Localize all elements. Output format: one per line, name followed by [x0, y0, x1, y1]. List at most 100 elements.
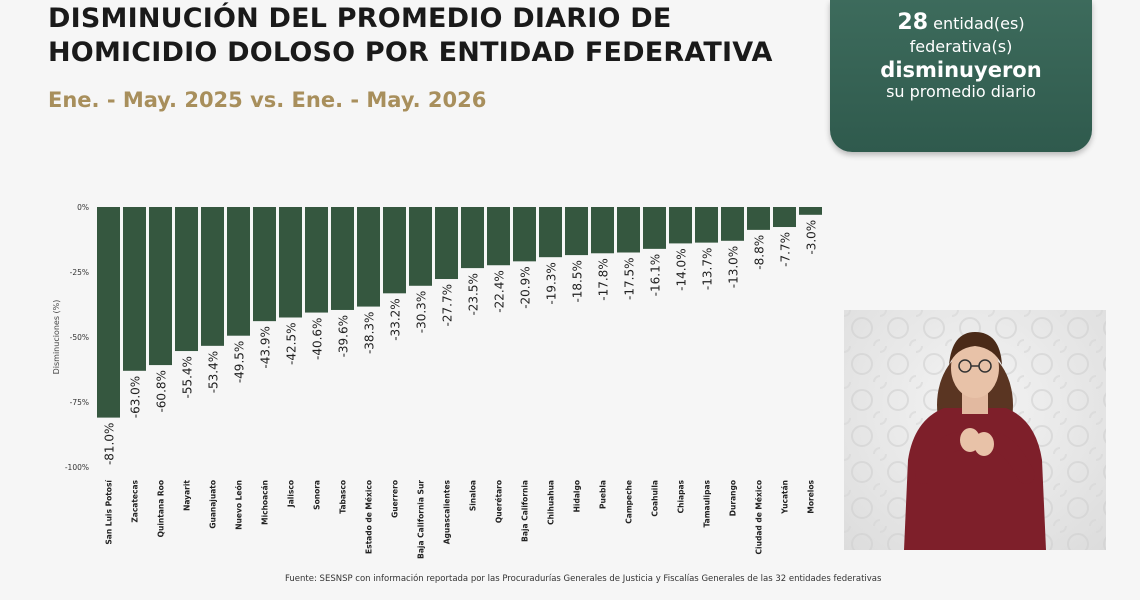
bar [643, 207, 666, 249]
value-label: -19.3% [545, 262, 559, 304]
value-label: -3.0% [805, 220, 819, 255]
value-label: -7.7% [779, 232, 793, 267]
y-tick-label: -100% [65, 463, 89, 472]
bar [513, 207, 536, 262]
value-label: -81.0% [103, 423, 117, 465]
title-line-2: HOMICIDIO DOLOSO POR ENTIDAD FEDERATIVA [48, 37, 773, 68]
bar [799, 207, 822, 215]
category-label: Campeche [625, 480, 634, 524]
bar [97, 207, 120, 418]
category-label: Querétaro [495, 480, 504, 523]
y-axis-label: Disminuciones (%) [52, 300, 61, 375]
bar [279, 207, 302, 318]
category-label: Quintana Roo [157, 480, 166, 537]
value-label: -13.7% [701, 248, 715, 290]
bar [591, 207, 614, 254]
category-label: Chihuahua [547, 480, 556, 525]
bar [409, 207, 432, 286]
value-label: -16.1% [649, 254, 663, 296]
category-label: Chiapas [677, 479, 686, 513]
value-label: -23.5% [467, 273, 481, 315]
sign-language-interpreter-video [844, 310, 1106, 550]
page-title: DISMINUCIÓN DEL PROMEDIO DIARIO DE HOMIC… [48, 2, 828, 70]
category-label: San Luis Potosí [105, 480, 114, 545]
value-label: -27.7% [441, 284, 455, 326]
value-label: -42.5% [285, 323, 299, 365]
bar [253, 207, 276, 322]
value-label: -60.8% [155, 370, 169, 412]
value-label: -20.9% [519, 266, 533, 308]
bar [383, 207, 406, 294]
bar [149, 207, 172, 366]
bar [461, 207, 484, 269]
callout-count: 28 [897, 10, 929, 35]
interpreter-figure-icon [844, 310, 1106, 550]
bar [435, 207, 458, 280]
category-label: Sonora [313, 480, 322, 510]
callout-line-4: su promedio diario [886, 82, 1036, 101]
category-label: Yucatán [781, 480, 790, 515]
value-label: -30.3% [415, 291, 429, 333]
category-label: Baja California Sur [417, 480, 426, 559]
callout-line-2: federativa(s) [909, 37, 1013, 56]
y-tick-label: -50% [70, 333, 89, 342]
source-note: Fuente: SESNSP con información reportada… [285, 574, 882, 584]
bar [201, 207, 224, 346]
value-label: -33.2% [389, 298, 403, 340]
summary-callout: 28 entidad(es) federativa(s) disminuyero… [830, 0, 1092, 152]
bar [669, 207, 692, 244]
value-label: -40.6% [311, 318, 325, 360]
bar [617, 207, 640, 253]
category-label: Nuevo León [235, 480, 244, 530]
bar [721, 207, 744, 241]
category-label: Sinaloa [469, 480, 478, 511]
callout-line-1-rest: entidad(es) [928, 14, 1025, 33]
category-label: Jalisco [287, 480, 296, 508]
value-label: -53.4% [207, 351, 221, 393]
title-line-1: DISMINUCIÓN DEL PROMEDIO DIARIO DE [48, 3, 672, 34]
category-label: Guanajuato [209, 480, 218, 529]
category-label: Tabasco [339, 480, 348, 514]
bar [331, 207, 354, 310]
bar [123, 207, 146, 371]
bar [357, 207, 380, 307]
bar [565, 207, 588, 256]
category-label: Ciudad de México [755, 480, 764, 554]
category-label: Coahuila [651, 480, 660, 517]
value-label: -49.5% [233, 341, 247, 383]
category-label: Baja California [521, 480, 530, 542]
category-label: Puebla [599, 480, 608, 509]
value-label: -17.8% [597, 258, 611, 300]
category-label: Tamaulipas [703, 479, 712, 527]
y-tick-label: -25% [70, 268, 89, 277]
value-label: -18.5% [571, 260, 585, 302]
category-label: Zacatecas [131, 479, 140, 522]
category-labels: San Luis Potosí Zacatecas Quintana Roo Naya… [105, 479, 816, 558]
callout-line-3: disminuyeron [880, 58, 1042, 82]
bar [747, 207, 770, 230]
value-label: -14.0% [675, 248, 689, 290]
value-label: -17.5% [623, 258, 637, 300]
category-label: Durango [729, 480, 738, 516]
value-label: -38.3% [363, 312, 377, 354]
y-tick-label: -75% [70, 398, 89, 407]
y-axis: 0% -25% -50% -75% -100% Disminuciones (%) [52, 203, 89, 472]
value-label: -55.4% [181, 356, 195, 398]
value-label: -43.9% [259, 326, 273, 368]
bar [539, 207, 562, 258]
category-label: Hidalgo [573, 480, 582, 512]
category-label: Michoacán [261, 480, 270, 525]
category-label: Nayarit [183, 480, 192, 511]
value-label: -13.0% [727, 246, 741, 288]
category-label: Aguascalientes [443, 479, 452, 544]
value-label: -8.8% [753, 235, 767, 270]
bar [305, 207, 328, 313]
bars [97, 207, 822, 418]
value-labels: -81.0% -63.0% -60.8% -55.4% -53.4% -49.5% -43.… [103, 220, 819, 465]
callout-line-1: 28 entidad(es) [830, 10, 1092, 35]
y-tick-label: 0% [77, 203, 89, 212]
period-subtitle: Ene. - May. 2025 vs. Ene. - May. 2026 [48, 88, 487, 112]
bar [227, 207, 250, 336]
value-label: -22.4% [493, 270, 507, 312]
